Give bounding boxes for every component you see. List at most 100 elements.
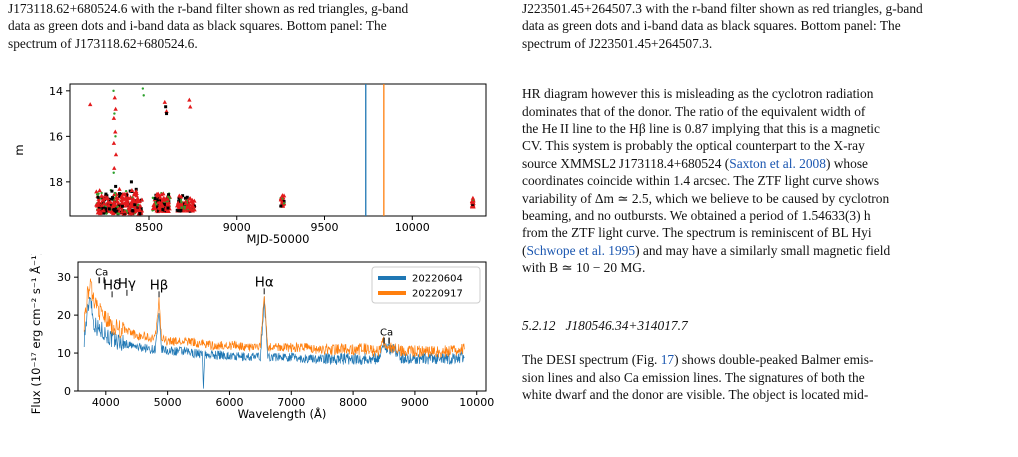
r-band-point <box>111 115 117 120</box>
g-band-point <box>96 193 100 196</box>
g-band-point <box>282 202 286 205</box>
r-band-point <box>160 203 165 208</box>
i-band-point <box>117 203 121 207</box>
citation-link[interactable]: Schwope et al. 1995 <box>526 242 636 258</box>
g-band-point <box>180 206 183 209</box>
r-band-point <box>101 208 106 213</box>
r-band-point <box>113 129 118 134</box>
text-line: ) whose <box>825 155 868 171</box>
r-band-point <box>108 199 113 204</box>
ca-line-label: Ca <box>95 267 108 278</box>
i-band-point <box>110 189 114 193</box>
balmer-line-label: Hβ <box>150 278 169 293</box>
r-band-point <box>137 206 142 211</box>
text-line: source XMMSL2 J173118.4+680524 ( <box>522 155 730 171</box>
text-line: the He II line to the Hβ line is 0.87 im… <box>522 121 880 137</box>
r-band-point <box>157 201 163 206</box>
y-tick-label: 16 <box>49 130 63 143</box>
r-band-point <box>161 191 166 196</box>
r-band-point <box>116 205 121 210</box>
i-band-point <box>104 192 108 196</box>
y-tick-label: 10 <box>57 347 71 360</box>
g-band-point <box>167 195 170 198</box>
text-line: ( <box>522 242 527 258</box>
section-title: J180546.34+314017.7 <box>565 317 688 333</box>
i-band-point <box>96 195 100 199</box>
r-band-point <box>190 203 196 208</box>
r-band-point <box>111 199 117 204</box>
r-band-point <box>470 195 476 200</box>
text-line: sion lines and also Ca emission lines. T… <box>522 369 865 385</box>
balmer-line-label: Hδ <box>103 278 121 293</box>
y-tick-label: 0 <box>64 385 71 398</box>
r-band-point <box>179 194 184 199</box>
i-band-point <box>104 210 108 214</box>
text-line: variability of Δm ≃ 2.5, which we believ… <box>522 190 890 206</box>
r-band-point <box>130 196 136 201</box>
g-band-point <box>116 205 119 209</box>
i-band-point <box>117 192 121 196</box>
spectrum-series-line <box>83 278 465 359</box>
i-band-point <box>167 193 171 197</box>
g-band-point <box>124 189 128 193</box>
balmer-line-label: Hγ <box>118 277 136 292</box>
text-line: ) and may have a similarly small magneti… <box>635 242 891 258</box>
x-tick-label: 10000 <box>459 396 494 409</box>
r-band-point <box>156 205 162 210</box>
r-band-point <box>124 200 130 205</box>
left-column: J173118.62+680524.6 with the r-band filt… <box>8 0 498 421</box>
r-band-point <box>128 195 133 200</box>
body-paragraph: HR diagram however this is misleading as… <box>522 85 1012 276</box>
g-band-point <box>168 197 172 200</box>
x-tick-label: 8000 <box>339 396 367 409</box>
r-band-point <box>164 109 169 114</box>
r-band-point <box>281 193 287 198</box>
r-band-point <box>122 209 128 214</box>
r-band-point <box>158 195 163 200</box>
i-band-point <box>114 210 118 214</box>
i-band-point <box>156 198 160 202</box>
text-line: with B ≃ 10 − 20 MG. <box>522 260 646 276</box>
r-band-point <box>95 207 101 212</box>
x-tick-label: 7000 <box>277 396 305 409</box>
caption-line: spectrum of J173118.62+680524.6. <box>8 35 198 51</box>
x-tick-label: 9000 <box>401 396 429 409</box>
i-band-point <box>120 204 124 208</box>
r-band-point <box>183 201 188 206</box>
g-band-point <box>112 171 115 174</box>
r-band-point <box>161 197 167 202</box>
r-band-point <box>152 205 157 210</box>
x-axis-label: Wavelength (Å) <box>238 406 327 421</box>
y-tick-label: 18 <box>49 176 63 189</box>
i-band-point <box>181 194 185 198</box>
i-band-point <box>129 180 133 184</box>
y-axis-label: Flux (10⁻¹⁷ erg cm⁻² s⁻¹ Å⁻¹) <box>28 254 43 414</box>
g-band-point <box>142 94 145 97</box>
figure-link[interactable]: 17 <box>660 352 675 368</box>
r-band-point <box>162 99 167 104</box>
g-band-point <box>141 87 145 90</box>
i-band-point <box>110 197 114 201</box>
caption-line: data as green dots and i-band data as bl… <box>522 18 901 34</box>
section-number: 5.2.12 <box>522 317 556 333</box>
g-band-point <box>183 206 186 209</box>
i-band-point <box>135 207 139 211</box>
r-band-point <box>97 188 102 193</box>
citation-link[interactable]: Saxton et al. 2008 <box>729 155 826 171</box>
r-band-point <box>175 200 181 205</box>
g-band-point <box>114 135 117 138</box>
r-band-point <box>96 202 101 207</box>
legend-entry: 20220917 <box>412 289 463 300</box>
g-band-point <box>117 212 121 215</box>
r-band-point <box>99 193 104 198</box>
r-band-point <box>127 205 132 210</box>
i-band-point <box>156 205 160 209</box>
i-band-point <box>128 189 132 193</box>
r-band-point <box>120 196 125 201</box>
r-band-point <box>110 211 116 216</box>
r-band-point <box>176 203 181 208</box>
text-line: from the ZTF light curve. The spectrum i… <box>522 225 872 241</box>
r-band-point <box>187 97 192 102</box>
r-band-point <box>154 191 160 196</box>
section-paragraph: The DESI spectrum (Fig. 17) shows double… <box>522 351 1012 403</box>
